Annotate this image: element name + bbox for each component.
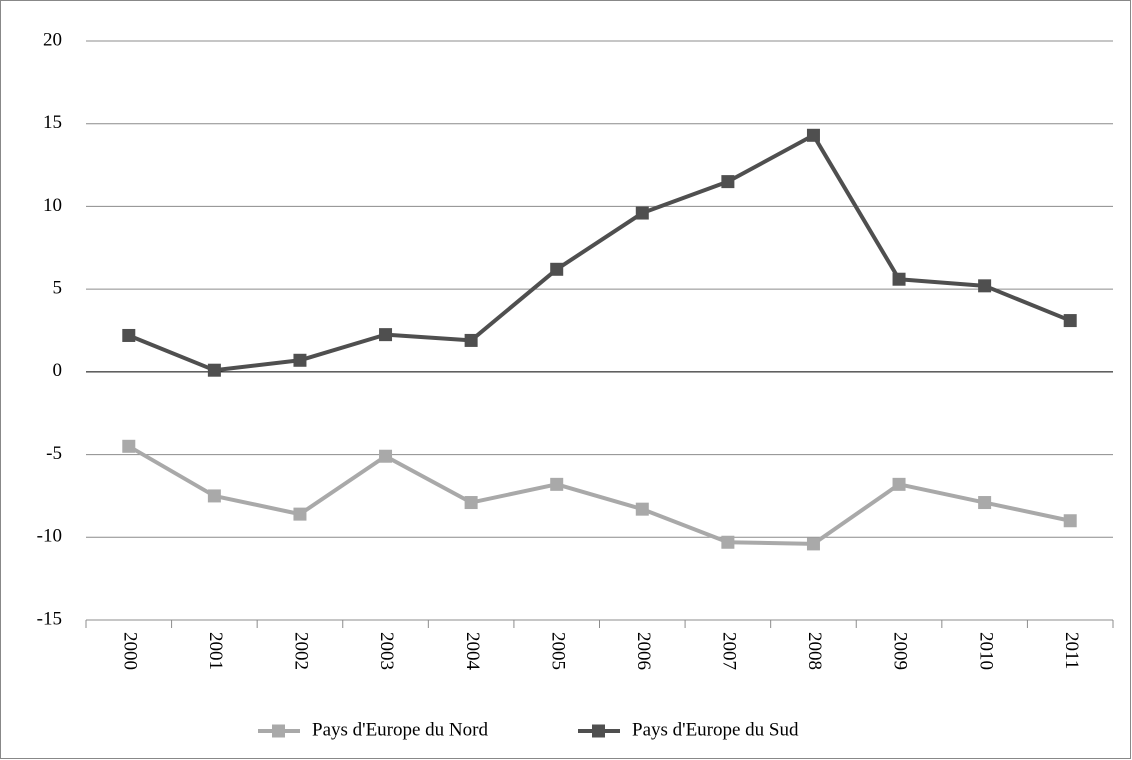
y-tick-label: -10	[37, 526, 62, 547]
legend-label: Pays d'Europe du Sud	[632, 719, 799, 740]
y-tick-label: -15	[37, 608, 62, 629]
y-tick-label: 10	[43, 195, 62, 216]
x-tick-label: 2006	[633, 632, 654, 670]
point	[550, 262, 564, 276]
point	[892, 477, 906, 491]
point	[978, 279, 992, 293]
x-tick-label: 2004	[462, 632, 483, 671]
x-tick-label: 2010	[975, 632, 996, 670]
point	[122, 439, 136, 453]
point	[550, 477, 564, 491]
point	[464, 333, 478, 347]
x-tick-label: 2003	[376, 632, 397, 670]
point	[892, 272, 906, 286]
x-tick-label: 2009	[890, 632, 911, 670]
point	[635, 206, 649, 220]
point	[122, 328, 136, 342]
point	[806, 537, 820, 551]
point	[635, 502, 649, 516]
x-tick-label: 2000	[119, 632, 140, 670]
x-tick-label: 2008	[804, 632, 825, 670]
x-tick-label: 2002	[291, 632, 312, 670]
y-tick-label: 20	[43, 29, 62, 50]
x-tick-label: 2007	[719, 632, 740, 670]
point	[293, 353, 307, 367]
x-tick-label: 2001	[205, 632, 226, 670]
y-tick-label: 0	[53, 360, 63, 381]
x-tick-label: 2011	[1061, 632, 1082, 669]
point	[1063, 314, 1077, 328]
series-line	[127, 444, 1071, 546]
point	[1063, 514, 1077, 528]
point	[379, 328, 393, 342]
legend-marker	[592, 724, 605, 738]
y-tick-label: -5	[46, 443, 62, 464]
legend-label: Pays d'Europe du Nord	[312, 719, 488, 740]
point	[207, 489, 221, 503]
point	[978, 496, 992, 510]
y-tick-label: 5	[53, 278, 63, 299]
legend-marker	[272, 724, 285, 738]
point	[379, 449, 393, 463]
point	[721, 535, 735, 549]
point	[464, 496, 478, 510]
point	[293, 507, 307, 521]
series-line	[128, 133, 1071, 373]
point	[207, 363, 221, 377]
point	[806, 128, 820, 142]
y-tick-label: 15	[43, 112, 62, 133]
x-tick-label: 2005	[547, 632, 568, 670]
point	[721, 175, 735, 189]
